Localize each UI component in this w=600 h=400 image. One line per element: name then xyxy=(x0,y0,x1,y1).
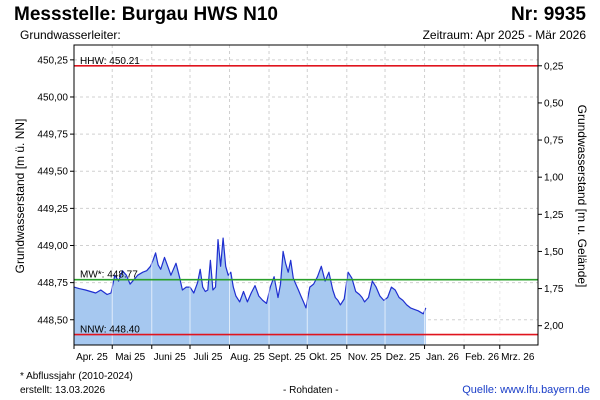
x-tick-label: Feb. 26 xyxy=(465,352,499,363)
left-tick-label: 448,75 xyxy=(37,278,68,289)
raw-data-note: - Rohdaten - xyxy=(283,385,339,396)
x-tick-label: Mrz. 26 xyxy=(501,352,535,363)
source-link[interactable]: Quelle: www.lfu.bayern.de xyxy=(462,384,590,396)
right-axis-ticks: 0,25 0,50 0,75 1,00 1,25 1,50 1,75 2,00 xyxy=(538,61,564,332)
right-tick-label: 1,25 xyxy=(544,210,564,221)
right-tick-label: 0,50 xyxy=(544,98,564,109)
x-tick-label: Okt. 25 xyxy=(309,352,342,363)
left-tick-label: 449,75 xyxy=(37,130,68,141)
plot-frame xyxy=(73,44,539,346)
left-tick-label: 449,25 xyxy=(37,204,68,215)
left-tick-label: 448,50 xyxy=(37,315,68,326)
left-axis-ticks: 450,25 450,00 449,75 449,50 449,25 449,00 448,… xyxy=(37,55,74,326)
page-title: Messstelle: Burgau HWS N10 xyxy=(14,4,278,25)
x-tick-label: Dez. 25 xyxy=(386,352,421,363)
x-axis-ticks: Apr. 25 Mai 25 Juni 25 Juli 25 Aug. 25 Sept. … xyxy=(73,345,535,363)
right-tick-label: 0,75 xyxy=(544,136,564,147)
left-tick-label: 449,50 xyxy=(37,167,68,178)
x-tick-label: Mai 25 xyxy=(115,352,145,363)
x-tick-label: Aug. 25 xyxy=(230,352,265,363)
right-tick-label: 2,00 xyxy=(544,321,564,332)
x-tick-label: Nov. 25 xyxy=(348,352,382,363)
right-tick-label: 1,75 xyxy=(544,284,564,295)
x-tick-label: Sept. 25 xyxy=(268,352,306,363)
reference-label-nnw: NNW: 448.40 xyxy=(80,325,140,336)
right-tick-label: 0,25 xyxy=(544,61,564,72)
x-tick-label: Jan. 26 xyxy=(426,352,459,363)
aquifer-label: Grundwasserleiter: xyxy=(20,28,121,42)
x-tick-label: Juni 25 xyxy=(154,352,187,363)
x-tick-label: Juli 25 xyxy=(194,352,223,363)
reference-label-hhw: HHW: 450.21 xyxy=(80,56,140,67)
reference-lines-layer: HHW: 450.21 MW*: 448.77 NNW: 448.40 xyxy=(74,56,538,336)
left-tick-label: 449,00 xyxy=(37,241,68,252)
footnote: * Abflussjahr (2010-2024) xyxy=(20,371,133,382)
station-number: Nr: 9935 xyxy=(511,4,586,25)
right-tick-label: 1,00 xyxy=(544,173,564,184)
period-label: Zeitraum: Apr 2025 - Mär 2026 xyxy=(422,28,586,42)
x-tick-label: Apr. 25 xyxy=(76,352,108,363)
left-tick-label: 450,00 xyxy=(37,92,68,103)
month-grid-layer xyxy=(73,195,501,345)
left-axis-label: Grundwasserstand [m ü. NN] xyxy=(13,119,27,274)
water-level-area xyxy=(74,238,426,345)
right-tick-label: 1,50 xyxy=(544,247,564,258)
right-axis-label: Grundwasserstand [m u. Gelände] xyxy=(575,105,589,288)
created-date: erstellt: 13.03.2026 xyxy=(20,385,106,396)
left-tick-label: 450,25 xyxy=(37,55,68,66)
reference-label-mw: MW*: 448.77 xyxy=(80,270,138,281)
